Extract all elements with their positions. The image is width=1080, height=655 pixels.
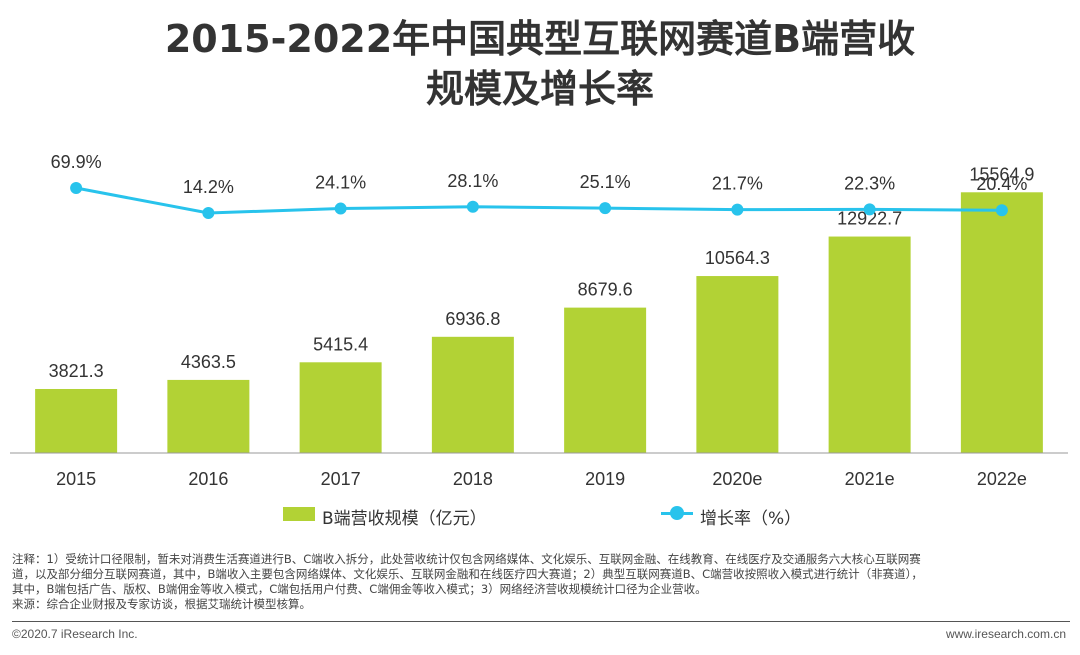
- note-line-3: 其中，B端包括广告、版权、B端佣金等收入模式，C端包括用户付费、C端佣金等收入模…: [12, 582, 707, 596]
- x-tick-2019: 2019: [585, 469, 625, 489]
- bar-2018: [431, 336, 514, 453]
- footer-copyright: ©2020.7 iResearch Inc.: [12, 627, 138, 641]
- growth-rate-line: [75, 186, 1002, 215]
- x-tick-2016: 2016: [188, 469, 228, 489]
- footer-divider: [12, 621, 1070, 622]
- bar-label-2020e: 10564.3: [705, 248, 770, 268]
- x-tick-2021e: 2021e: [845, 469, 895, 489]
- growth-label-2015: 69.9%: [51, 152, 102, 172]
- growth-label-2020e: 21.7%: [712, 174, 763, 194]
- x-tick-2018: 2018: [453, 469, 493, 489]
- growth-point-2022e: [995, 204, 1008, 217]
- growth-label-2022e: 20.4%: [976, 174, 1027, 194]
- growth-point-2018: [466, 200, 479, 213]
- bar-label-2016: 4363.5: [181, 352, 236, 372]
- legend-bar-label: B端营收规模（亿元）: [322, 509, 487, 529]
- note-line-2: 道，以及部分细分互联网赛道，其中，B端收入主要包含网络媒体、文化娱乐、互联网金融…: [12, 567, 923, 581]
- bar-label-2019: 8679.6: [578, 280, 633, 300]
- x-tick-2015: 2015: [56, 469, 96, 489]
- legend-bar-swatch: [283, 507, 315, 521]
- x-tick-2020e: 2020e: [712, 469, 762, 489]
- chart-notes: 注释：1）受统计口径限制，暂未对消费生活赛道进行B、C端收入拆分，此处营收统计仅…: [12, 552, 1072, 612]
- x-tick-2022e: 2022e: [977, 469, 1027, 489]
- bar-label-2017: 5415.4: [313, 334, 368, 354]
- bar-2019: [564, 307, 647, 453]
- growth-point-2015: [70, 182, 83, 194]
- bar-2017: [299, 362, 382, 453]
- growth-label-2016: 14.2%: [183, 177, 234, 197]
- source-line: 来源：综合企业财报及专家访谈，根据艾瑞统计模型核算。: [12, 597, 311, 611]
- chart-title-line1: 2015-2022年中国典型互联网赛道B端营收: [164, 17, 916, 61]
- growth-point-2016: [202, 207, 215, 219]
- bar-2020e: [696, 276, 779, 453]
- bar-2015: [35, 388, 118, 453]
- growth-label-2018: 28.1%: [447, 171, 498, 191]
- legend-line-label: 增长率（%）: [700, 509, 802, 529]
- growth-point-2017: [334, 202, 347, 215]
- bar-2022e: [960, 192, 1043, 453]
- legend-line-dot: [670, 506, 684, 520]
- growth-label-2019: 25.1%: [580, 172, 631, 192]
- bar-label-2015: 3821.3: [49, 361, 104, 381]
- growth-point-2021e: [863, 203, 876, 216]
- note-line-1: 注释：1）受统计口径限制，暂未对消费生活赛道进行B、C端收入拆分，此处营收统计仅…: [12, 552, 921, 566]
- bar-2016: [167, 379, 250, 453]
- growth-point-2020e: [731, 203, 744, 216]
- chart-title: 2015-2022年中国典型互联网赛道B端营收 规模及增长率: [0, 14, 1080, 114]
- bar-label-2021e: 12922.7: [837, 209, 902, 229]
- footer-website: www.iresearch.com.cn: [945, 627, 1066, 641]
- x-tick-2017: 2017: [321, 469, 361, 489]
- chart-title-line2: 规模及增长率: [425, 67, 654, 111]
- chart-area: 3821.3 2015 4363.5 2016 5415.4 2017 6936.8 2018…: [10, 152, 1068, 489]
- growth-point-2019: [599, 202, 612, 215]
- bar-label-2022e: 15564.9: [969, 164, 1034, 184]
- growth-label-2021e: 22.3%: [844, 173, 895, 193]
- growth-label-2017: 24.1%: [315, 173, 366, 193]
- bar-2021e: [828, 236, 911, 453]
- bar-label-2018: 6936.8: [445, 309, 500, 329]
